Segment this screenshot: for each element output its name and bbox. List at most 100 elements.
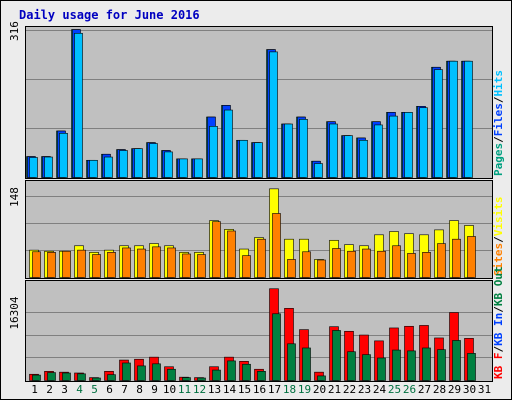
legend-hits-files-pages-item-0: Pages xyxy=(492,143,505,176)
bar-kbout-2 xyxy=(47,372,56,381)
bar-hits-27 xyxy=(419,107,428,178)
bar-kbout-11 xyxy=(182,377,191,381)
bar-kbout-7 xyxy=(122,362,131,381)
bar-hits-29 xyxy=(449,60,458,178)
day-label-15: 15 xyxy=(238,383,251,396)
legend-visits-sites-item-1: / xyxy=(492,236,505,243)
day-label-1: 1 xyxy=(31,383,38,396)
day-label-26: 26 xyxy=(403,383,416,396)
bar-sites-17 xyxy=(272,213,281,278)
bar-sites-25 xyxy=(392,245,401,278)
bar-sites-12 xyxy=(197,254,206,278)
legend-hits-files-pages: Pages/Files/Hits xyxy=(492,70,505,176)
bar-kbout-5 xyxy=(92,377,101,381)
day-label-8: 8 xyxy=(136,383,143,396)
legend-visits-sites-item-0: Sites xyxy=(492,243,505,276)
bar-kbout-1 xyxy=(32,374,41,381)
day-label-30: 30 xyxy=(463,383,476,396)
bar-sites-30 xyxy=(467,236,476,278)
day-label-24: 24 xyxy=(373,383,387,396)
bar-kbout-27 xyxy=(422,347,431,381)
ytick-visits-sites: 148 xyxy=(8,187,21,207)
bar-kbout-8 xyxy=(137,365,146,381)
day-label-22: 22 xyxy=(343,383,356,396)
bar-hits-22 xyxy=(344,135,353,178)
bar-sites-8 xyxy=(137,248,146,278)
bar-kbout-28 xyxy=(437,349,446,381)
day-label-6: 6 xyxy=(106,383,113,396)
legend-kbf-kbin-kbout: KB F/KB In/KB Out xyxy=(492,266,505,379)
day-label-25: 25 xyxy=(388,383,401,396)
bar-sites-5 xyxy=(92,254,101,278)
day-label-14: 14 xyxy=(223,383,237,396)
bar-hits-5 xyxy=(89,159,98,178)
day-label-31: 31 xyxy=(478,383,491,396)
day-label-4: 4 xyxy=(76,383,83,396)
bar-hits-4 xyxy=(74,32,83,178)
bar-hits-18 xyxy=(284,123,293,178)
bar-kbout-17 xyxy=(272,313,281,381)
bar-kbout-3 xyxy=(62,372,71,381)
legend-kbf-kbin-kbout-item-0: KB F xyxy=(492,353,505,380)
day-label-19: 19 xyxy=(298,383,311,396)
legend-hits-files-pages-item-3: / xyxy=(492,96,505,103)
bar-hits-7 xyxy=(119,150,128,178)
day-label-11: 11 xyxy=(178,383,191,396)
bar-hits-1 xyxy=(29,157,38,178)
bar-hits-16 xyxy=(254,142,263,178)
bar-hits-28 xyxy=(434,69,443,178)
bar-kbout-12 xyxy=(197,377,206,381)
bar-sites-26 xyxy=(407,253,416,278)
bar-sites-9 xyxy=(152,246,161,278)
bar-sites-1 xyxy=(32,251,41,278)
day-label-5: 5 xyxy=(91,383,98,396)
bar-sites-2 xyxy=(47,252,56,278)
bar-kbout-23 xyxy=(362,354,371,381)
legend-visits-sites: Sites/Visits xyxy=(492,197,505,277)
bar-sites-11 xyxy=(182,253,191,278)
bar-hits-11 xyxy=(179,158,188,178)
bar-hits-26 xyxy=(404,112,413,178)
bar-kbout-21 xyxy=(332,330,341,381)
day-label-12: 12 xyxy=(193,383,206,396)
bar-hits-2 xyxy=(44,156,53,178)
day-label-17: 17 xyxy=(268,383,281,396)
bar-kbout-6 xyxy=(107,374,116,381)
day-label-23: 23 xyxy=(358,383,371,396)
day-label-3: 3 xyxy=(61,383,68,396)
bar-hits-10 xyxy=(164,151,173,178)
legend-hits-files-pages-item-1: / xyxy=(492,136,505,143)
bar-sites-18 xyxy=(287,259,296,278)
day-label-10: 10 xyxy=(163,383,176,396)
bar-hits-8 xyxy=(134,148,143,178)
ytick-kbf-kbin-kbout: 16304 xyxy=(8,296,21,329)
day-label-28: 28 xyxy=(433,383,446,396)
legend-kbf-kbin-kbout-item-3: / xyxy=(492,306,505,313)
day-label-9: 9 xyxy=(151,383,158,396)
day-label-2: 2 xyxy=(46,383,53,396)
bar-kbout-10 xyxy=(167,368,176,381)
bar-kbout-20 xyxy=(317,375,326,381)
bar-hits-15 xyxy=(239,139,248,178)
bar-sites-13 xyxy=(212,221,221,278)
day-label-21: 21 xyxy=(328,383,341,396)
bar-hits-17 xyxy=(269,51,278,178)
bar-kbout-29 xyxy=(452,340,461,381)
legend-kbf-kbin-kbout-item-4: KB Out xyxy=(492,266,505,306)
day-label-7: 7 xyxy=(121,383,128,396)
bar-sites-28 xyxy=(437,243,446,278)
bar-kbout-19 xyxy=(302,347,311,381)
bar-hits-20 xyxy=(314,163,323,178)
legend-visits-sites-item-2: Visits xyxy=(492,197,505,237)
bar-hits-6 xyxy=(104,156,113,178)
day-label-27: 27 xyxy=(418,383,431,396)
bar-kbout-26 xyxy=(407,350,416,381)
bar-kbout-4 xyxy=(77,373,86,381)
bar-hits-25 xyxy=(389,115,398,178)
bar-sites-23 xyxy=(362,248,371,278)
bar-kbout-30 xyxy=(467,353,476,381)
legend-kbf-kbin-kbout-item-1: / xyxy=(492,346,505,353)
bar-kbout-9 xyxy=(152,363,161,381)
